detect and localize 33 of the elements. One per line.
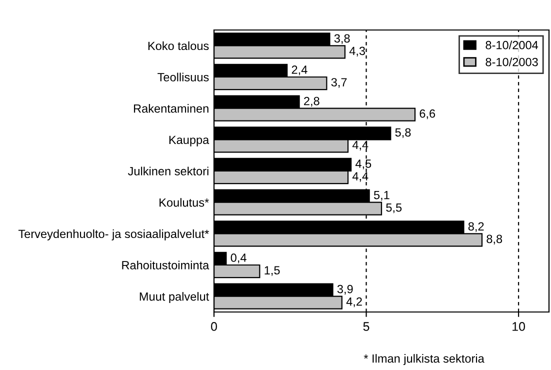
x-tick-label: 0	[211, 322, 217, 331]
y-tick-label: Muut palvelut	[140, 292, 210, 304]
data-label: 3,7	[331, 78, 347, 88]
data-label: 6,6	[420, 109, 436, 120]
data-label: 3,8	[334, 34, 350, 44]
y-tick-label: Terveydenhuolto- ja sosiaalipalvelut*	[18, 229, 209, 240]
y-tick-label: Rakentaminen	[134, 104, 208, 113]
data-label: 5,8	[395, 128, 411, 138]
data-label: 4,4	[352, 140, 368, 150]
x-tick-label: 10	[512, 322, 526, 331]
y-tick-label: Julkinen sektori	[128, 166, 208, 176]
data-label: 8,8	[486, 234, 502, 244]
data-label: 4,5	[355, 160, 372, 170]
text: * Ilman julkista sektoria	[364, 354, 484, 366]
data-label: 1,5	[264, 266, 280, 276]
y-tick-label: Teollisuus	[158, 72, 209, 82]
y-tick-label: Koko talous	[148, 41, 209, 50]
legend-label: 8-10/2003	[486, 58, 538, 66]
data-label: 4,2	[346, 297, 362, 308]
data-label: 0,4	[230, 254, 246, 264]
data-label: 8,2	[468, 222, 484, 232]
legend-label: 8-10/2004	[486, 40, 538, 50]
data-label: 2,4	[292, 66, 308, 76]
y-tick-label: Rahoitustoiminta	[122, 260, 210, 270]
data-label: 3,9	[337, 284, 353, 295]
data-label: 2,8	[304, 96, 320, 107]
data-label: 5,5	[386, 204, 402, 214]
data-label: 5,1	[374, 191, 390, 201]
data-label: 4,3	[349, 46, 366, 56]
y-tick-label: Kauppa	[169, 136, 210, 146]
x-tick-label: 5	[363, 322, 370, 331]
y-tick-label: Koulutus*	[160, 198, 209, 207]
data-label: 4,4	[352, 172, 368, 182]
